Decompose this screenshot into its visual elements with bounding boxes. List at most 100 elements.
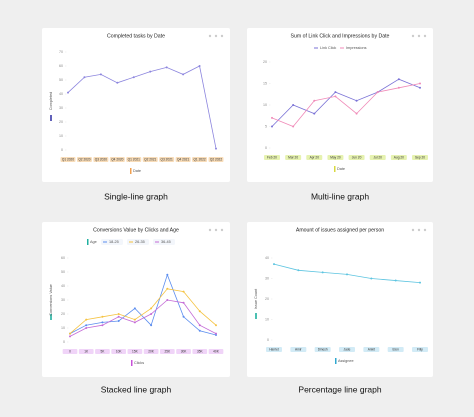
x-pill <box>264 155 280 160</box>
legend-item <box>101 239 123 245</box>
y-label-bar <box>50 314 52 320</box>
x-tick-label: Apr 20 <box>310 156 320 160</box>
x-tick-label: Elon <box>392 348 399 352</box>
chart-title: Sum of Link Click and Impressions by Dat… <box>291 33 390 39</box>
card <box>247 222 433 377</box>
x-pill <box>78 349 94 354</box>
x-pill <box>76 157 92 162</box>
card-icon <box>214 228 218 232</box>
y-tick-label: 30 <box>265 276 269 280</box>
point <box>292 104 295 106</box>
x-tick-label: 40K <box>213 350 220 354</box>
legend-title-bar <box>87 239 89 245</box>
x-tick-label: Q1 2022 <box>193 158 205 162</box>
line <box>271 78 421 127</box>
x-tick-label: Amir <box>295 348 302 352</box>
y-tick-label: 70 <box>59 50 63 54</box>
y-tick-label: 15 <box>263 81 267 85</box>
legend-item <box>153 239 175 245</box>
card-icon <box>208 228 212 232</box>
x-tick-label: Q2 2022 <box>210 158 222 162</box>
point <box>85 327 88 329</box>
card-icon <box>220 34 224 38</box>
legend-label: Impressions <box>346 46 367 50</box>
point <box>271 125 273 128</box>
chart-title: Completed tasks by Date <box>107 33 165 39</box>
y-tick-label: 0 <box>265 146 267 150</box>
x-pill <box>387 347 404 352</box>
card-icon <box>417 228 421 232</box>
x-tick-label: Jun 20 <box>352 156 362 160</box>
card-icon <box>417 34 421 38</box>
point <box>166 287 169 290</box>
y-tick-label: 30 <box>61 298 65 302</box>
x-label-bar <box>335 358 337 364</box>
x-pill <box>412 347 428 352</box>
y-axis-label: Completed <box>49 92 53 110</box>
card-icon <box>208 34 212 38</box>
card-icon <box>411 228 415 232</box>
x-pill <box>176 349 191 354</box>
point <box>313 112 316 115</box>
x-pill <box>306 155 323 160</box>
x-axis-label: Date <box>133 169 141 173</box>
x-pill <box>192 157 208 162</box>
x-pill <box>208 349 224 354</box>
card <box>42 222 230 377</box>
x-pill <box>175 157 191 162</box>
x-pill <box>314 347 331 352</box>
point <box>334 91 337 94</box>
point <box>355 112 358 115</box>
x-tick-label: Jul 20 <box>373 156 382 160</box>
x-tick-label: 35K <box>197 350 204 354</box>
x-tick-label: Mar 20 <box>288 156 298 160</box>
x-tick-label: Sep 20 <box>415 156 425 160</box>
point <box>117 320 120 322</box>
card-icon <box>423 34 427 38</box>
y-tick-label: 10 <box>59 134 63 138</box>
legend-item <box>127 239 149 245</box>
x-tick-label: Q3 2021 <box>161 158 173 162</box>
x-pill <box>285 155 302 160</box>
card-icon <box>214 34 218 38</box>
x-pill <box>327 155 344 160</box>
x-tick-label: 30K <box>181 350 188 354</box>
line <box>67 65 217 149</box>
x-tick-label: May 20 <box>330 156 341 160</box>
y-tick-label: 40 <box>59 92 63 96</box>
y-tick-label: 0 <box>63 340 65 344</box>
x-tick-label: 0 <box>69 350 71 354</box>
x-tick-label: Q2 2020 <box>78 158 90 162</box>
point <box>419 281 421 284</box>
y-tick-label: 0 <box>61 148 63 152</box>
x-pill <box>111 349 127 354</box>
x-pill <box>159 157 175 162</box>
x-tick-label: Q3 2020 <box>95 158 107 162</box>
x-tick-label: Q4 2020 <box>111 158 123 162</box>
point <box>117 313 120 315</box>
x-tick-label: Filip <box>417 348 423 352</box>
x-tick-label: 20K <box>148 350 155 354</box>
point <box>397 78 400 81</box>
x-tick-label: Feb 20 <box>267 156 277 160</box>
point <box>273 263 275 266</box>
x-tick-label: Ankit <box>368 348 375 352</box>
card-icon <box>423 228 427 232</box>
y-axis-label: Conversions Value <box>49 284 53 316</box>
x-pill <box>159 349 175 354</box>
point <box>182 301 185 304</box>
y-tick-label: 10 <box>265 317 269 321</box>
x-tick-label: 10K <box>116 350 123 354</box>
line <box>69 299 217 337</box>
x-tick-label: Jade <box>344 348 351 352</box>
point <box>166 273 169 276</box>
x-tick-label: 25K <box>164 350 171 354</box>
point <box>397 86 400 89</box>
y-tick-label: 20 <box>263 60 267 64</box>
point <box>182 290 185 293</box>
point <box>198 65 201 67</box>
x-pill <box>127 349 143 354</box>
point <box>83 76 86 79</box>
caption: Percentage line graph <box>298 384 381 394</box>
